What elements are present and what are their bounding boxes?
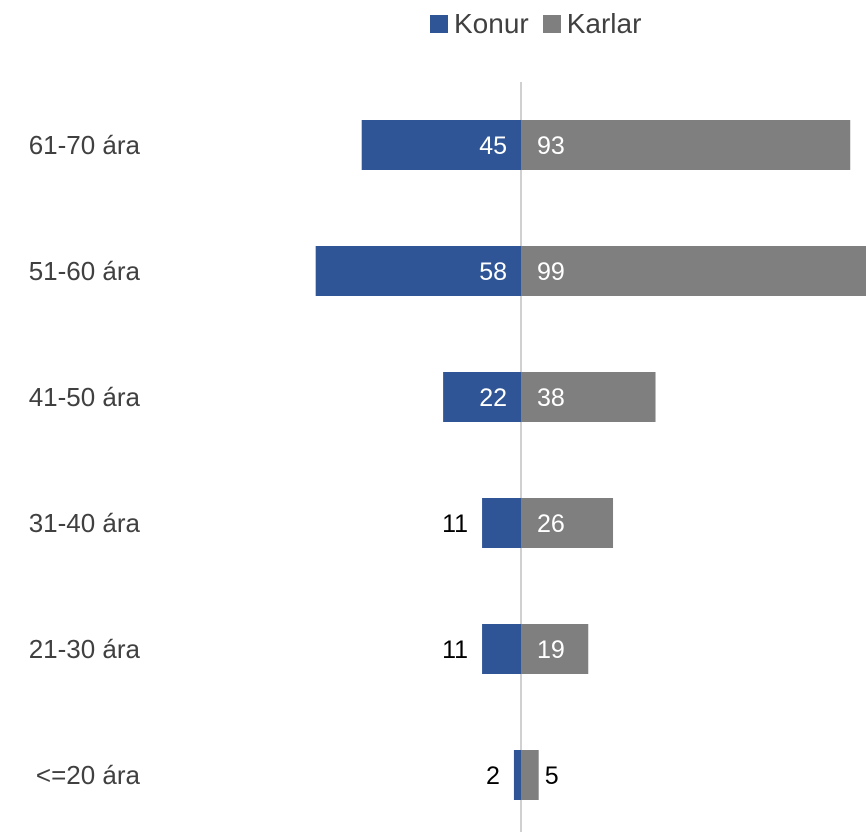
category-label: <=20 ára bbox=[36, 760, 141, 790]
data-label-konur: 11 bbox=[442, 636, 468, 664]
data-label-konur: 2 bbox=[486, 762, 500, 790]
bar-konur bbox=[482, 498, 521, 548]
data-label-konur: 45 bbox=[479, 132, 507, 160]
legend-item-karlar: Karlar bbox=[542, 8, 642, 40]
legend-label-karlar: Karlar bbox=[566, 8, 642, 39]
bar-konur bbox=[443, 372, 521, 422]
data-label-konur: 58 bbox=[479, 258, 507, 286]
data-label-konur: 11 bbox=[442, 510, 468, 538]
bar-konur bbox=[361, 120, 521, 170]
bar-karlar bbox=[521, 498, 614, 548]
category-label: 41-50 ára bbox=[29, 382, 141, 412]
category-label: 21-30 ára bbox=[29, 634, 141, 664]
bar-karlar bbox=[521, 246, 866, 296]
data-label-karlar: 38 bbox=[537, 384, 565, 412]
category-label: 51-60 ára bbox=[29, 256, 141, 286]
bar-karlar bbox=[521, 120, 851, 170]
bar-karlar bbox=[521, 624, 589, 674]
legend-swatch-karlar bbox=[542, 15, 561, 33]
legend-label-konur: Konur bbox=[454, 8, 529, 39]
data-label-karlar: 19 bbox=[537, 636, 565, 664]
legend-item-konur: Konur bbox=[430, 8, 529, 40]
category-label: 31-40 ára bbox=[29, 508, 141, 538]
legend-swatch-konur bbox=[430, 15, 448, 33]
data-label-karlar: 99 bbox=[537, 258, 565, 286]
data-label-karlar: 26 bbox=[537, 510, 565, 538]
legend: Konur Karlar bbox=[430, 8, 641, 40]
category-label: 61-70 ára bbox=[29, 130, 141, 160]
bar-karlar bbox=[521, 750, 539, 800]
data-label-karlar: 93 bbox=[537, 132, 565, 160]
bar-konur bbox=[513, 750, 521, 800]
bar-karlar bbox=[521, 372, 656, 422]
bar-konur bbox=[315, 246, 521, 296]
data-label-konur: 22 bbox=[479, 384, 507, 412]
bar-konur bbox=[482, 624, 521, 674]
data-label-karlar: 5 bbox=[545, 762, 559, 790]
